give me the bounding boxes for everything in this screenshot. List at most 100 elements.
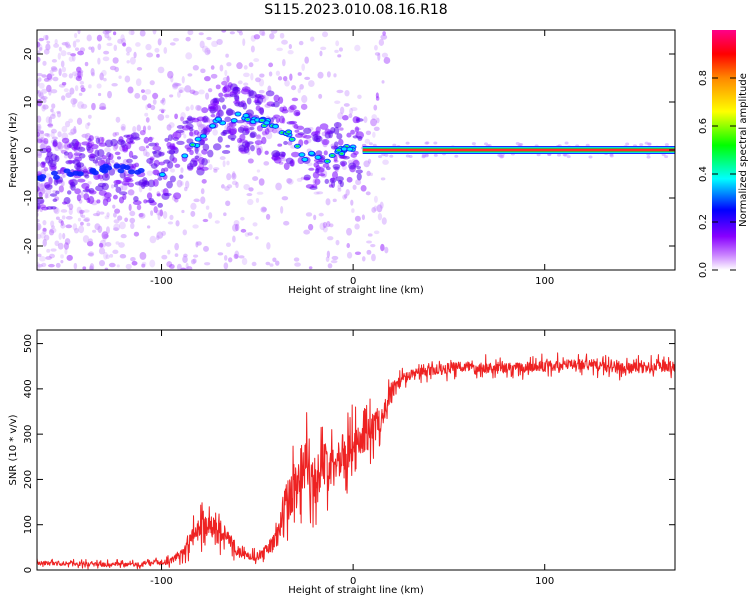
noise-blob <box>179 89 183 94</box>
noise-blob <box>231 180 238 186</box>
noise-blob <box>38 44 43 51</box>
noise-blob <box>283 220 290 226</box>
colorbar-tick-label: 0.0 <box>698 262 709 278</box>
colorbar-tick-label: 0.8 <box>698 70 709 86</box>
ridge-blob <box>55 190 60 195</box>
noise-blob <box>77 50 85 56</box>
noise-blob <box>113 219 120 224</box>
noise-blob <box>301 63 305 71</box>
noise-blob <box>276 47 283 52</box>
noise-blob <box>664 155 669 159</box>
heatmap-x-tick-label: 100 <box>535 276 554 287</box>
noise-blob <box>366 240 372 244</box>
noise-blob <box>381 217 387 225</box>
ridge-blob <box>149 157 155 161</box>
noise-blob <box>326 250 331 259</box>
ridge-core <box>128 169 136 175</box>
noise-blob <box>287 141 293 146</box>
noise-blob <box>150 104 156 111</box>
noise-blob <box>376 117 380 124</box>
ridge-core <box>89 167 97 173</box>
snr-series-line <box>37 352 675 570</box>
ridge-blob <box>130 132 140 140</box>
ridge-blob <box>127 182 135 188</box>
noise-blob <box>107 36 112 41</box>
noise-blob <box>86 34 92 42</box>
noise-blob <box>150 210 154 216</box>
noise-blob <box>392 143 397 147</box>
noise-blob <box>142 125 147 133</box>
noise-blob <box>53 43 60 48</box>
ridge-blob <box>239 134 246 141</box>
ridge-blob <box>346 132 352 138</box>
noise-blob <box>116 264 120 268</box>
colorbar-ticks: 0.0 0.2 0.4 0.6 0.8 <box>698 70 736 278</box>
noise-blob <box>105 226 110 235</box>
noise-blob <box>291 85 297 91</box>
noise-blob <box>205 205 210 210</box>
ridge-blob <box>62 201 68 205</box>
noise-blob <box>148 187 152 191</box>
ridge-blob <box>81 182 90 190</box>
noise-blob <box>206 49 211 54</box>
ridge-blob <box>45 145 52 153</box>
ridge-blob <box>74 188 81 195</box>
noise-blob <box>253 34 261 40</box>
ridge-blob <box>126 158 133 164</box>
noise-blob <box>187 30 194 36</box>
noise-blob <box>192 90 199 96</box>
ridge-blob <box>133 195 139 202</box>
noise-blob <box>275 182 282 191</box>
noise-blob <box>126 52 130 56</box>
noise-blob <box>152 92 159 100</box>
noise-blob <box>97 92 102 97</box>
noise-blob <box>160 99 164 104</box>
noise-blob <box>121 184 128 191</box>
noise-blob <box>47 122 54 128</box>
ridge-blob <box>322 163 330 168</box>
ridge-blob <box>356 172 362 181</box>
noise-blob <box>354 223 360 230</box>
noise-blob <box>212 167 220 171</box>
noise-blob <box>37 262 41 270</box>
noise-blob <box>255 197 260 203</box>
noise-blob <box>240 228 247 233</box>
noise-blob <box>363 116 368 124</box>
ridge-blob <box>71 146 78 151</box>
noise-blob <box>135 42 141 47</box>
noise-blob <box>204 47 211 56</box>
noise-blob <box>224 69 228 77</box>
ridge-core <box>325 160 329 163</box>
noise-blob <box>190 104 194 111</box>
noise-blob <box>65 44 72 49</box>
noise-blob <box>256 191 264 195</box>
ridge-blob <box>320 155 326 161</box>
noise-blob <box>49 69 54 74</box>
noise-blob <box>46 40 51 44</box>
ridge-blob <box>49 193 58 197</box>
noise-blob <box>52 76 59 82</box>
ridge-blob <box>152 150 157 154</box>
noise-blob <box>88 238 93 244</box>
noise-blob <box>112 57 119 64</box>
noise-blob <box>223 212 227 217</box>
noise-blob <box>243 183 250 191</box>
noise-blob <box>55 216 60 220</box>
noise-blob <box>104 215 110 220</box>
ridge-blob <box>44 184 53 190</box>
noise-blob <box>145 151 150 158</box>
noise-blob <box>265 261 271 266</box>
ridge-core <box>290 138 294 141</box>
noise-blob <box>201 179 207 184</box>
noise-blob <box>313 214 317 221</box>
ridge-blob <box>168 149 175 156</box>
noise-blob <box>115 116 121 123</box>
noise-blob <box>134 92 141 99</box>
ridge-blob <box>354 126 360 133</box>
noise-blob <box>127 86 134 94</box>
noise-blob <box>63 88 69 93</box>
noise-blob <box>40 96 45 100</box>
noise-blob <box>113 227 119 231</box>
noise-blob <box>50 108 54 113</box>
noise-blob <box>349 107 354 115</box>
